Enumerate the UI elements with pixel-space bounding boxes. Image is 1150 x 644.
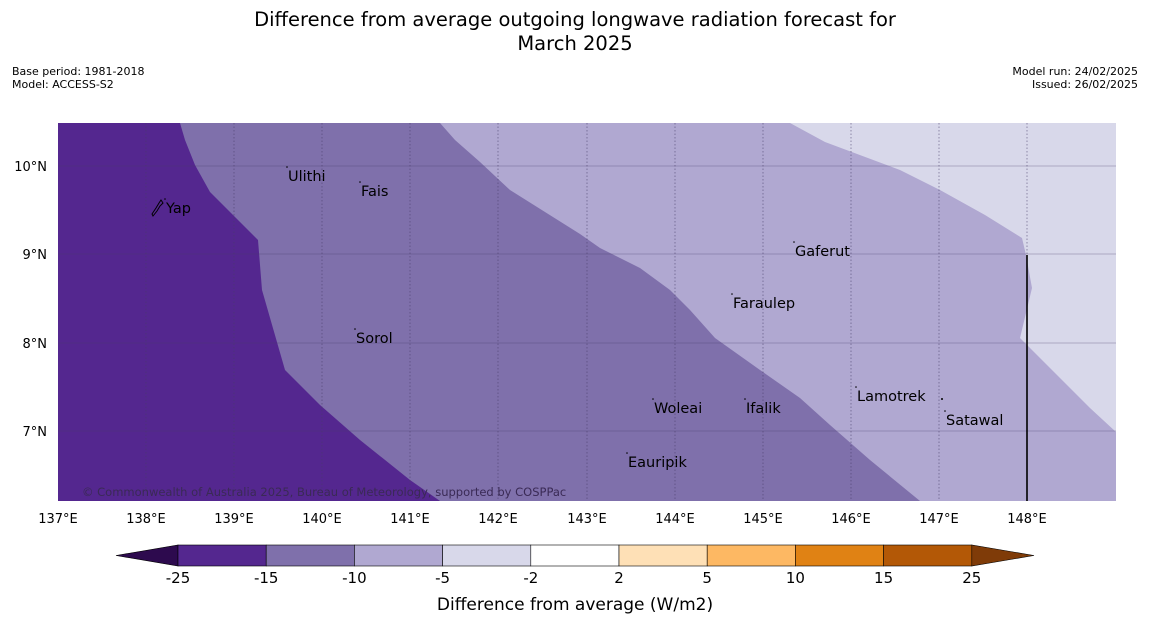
longitude-labels: 137°E 138°E 139°E 140°E 141°E 142°E 143°E 144°E… <box>38 512 1047 527</box>
colorbar-bin <box>177 544 267 567</box>
meta-left: Base period: 1981-2018 Model: ACCESS-S2 <box>12 65 144 91</box>
place-label-ulithi: Ulithi <box>288 169 326 185</box>
graticule <box>58 123 1116 501</box>
title-line-1: Difference from average outgoing longwav… <box>254 8 896 31</box>
copyright-notice: © Commonwealth of Australia 2025, Bureau… <box>82 485 566 499</box>
place-labels: Yap Ulithi Fais Gaferut Faraulep Sorol Lamotre… <box>164 166 1003 471</box>
place-marker <box>286 166 288 168</box>
place-label-faraulep: Faraulep <box>733 296 795 312</box>
longitude-label: 145°E <box>743 512 783 527</box>
meta-right: Model run: 24/02/2025 Issued: 26/02/2025 <box>1012 65 1138 91</box>
latitude-labels: 10°N 9°N 8°N 7°N <box>14 160 47 440</box>
longitude-label: 147°E <box>919 512 959 527</box>
colorbar-bin <box>530 544 620 567</box>
colorbar-bin <box>618 544 708 567</box>
colorbar-label: Difference from average (W/m2) <box>437 595 713 615</box>
colorbar-tick-label: 5 <box>702 569 712 587</box>
longitude-label: 143°E <box>567 512 607 527</box>
issued-date: Issued: 26/02/2025 <box>1031 78 1138 91</box>
longitude-label: 144°E <box>655 512 695 527</box>
place-marker <box>944 410 946 412</box>
chart-title: Difference from average outgoing longwav… <box>0 8 1150 56</box>
colorbar-tick-label: -25 <box>166 569 191 587</box>
band-minus25 <box>58 123 440 501</box>
colorbar-tick-label: -2 <box>523 569 538 587</box>
place-marker <box>164 198 166 200</box>
colorbar-bin <box>706 544 796 567</box>
colorbar-bin <box>442 544 532 567</box>
colorbar-bin <box>795 544 884 567</box>
place-label-lamotrek: Lamotrek <box>857 389 926 405</box>
longitude-label: 142°E <box>478 512 518 527</box>
longitude-label: 140°E <box>302 512 342 527</box>
latitude-label: 7°N <box>23 425 48 440</box>
colorbar-tick-label: 15 <box>874 569 893 587</box>
longitude-label: 138°E <box>126 512 166 527</box>
place-label-sorol: Sorol <box>356 331 393 347</box>
place-marker <box>793 241 795 243</box>
colorbar: -25 -15 -10 -5 -2 2 5 10 15 25 <box>115 544 1035 587</box>
place-label-yap: Yap <box>165 201 191 217</box>
place-label-fais: Fais <box>361 184 388 200</box>
islet-marker <box>941 398 943 400</box>
place-marker <box>855 386 857 388</box>
place-label-woleai: Woleai <box>654 401 702 417</box>
place-marker <box>359 181 361 183</box>
colorbar-bin <box>354 544 443 567</box>
latitude-label: 9°N <box>23 248 48 263</box>
place-label-eauripik: Eauripik <box>628 455 687 471</box>
longitude-label: 146°E <box>831 512 871 527</box>
place-label-gaferut: Gaferut <box>795 244 850 260</box>
model-name: Model: ACCESS-S2 <box>12 78 114 91</box>
place-marker <box>731 293 733 295</box>
base-period: Base period: 1981-2018 <box>12 65 145 78</box>
longitude-label: 137°E <box>38 512 78 527</box>
colorbar-tick-label: 2 <box>614 569 624 587</box>
map-panel: Yap Ulithi Fais Gaferut Faraulep Sorol Lamotre… <box>58 123 1116 501</box>
colorbar-tick-label: -15 <box>254 569 279 587</box>
place-marker <box>744 398 746 400</box>
colorbar-extend-high <box>971 544 1035 567</box>
yap-island-outline <box>151 199 164 217</box>
place-marker <box>652 398 654 400</box>
title-line-2: March 2025 <box>517 32 633 55</box>
place-label-satawal: Satawal <box>946 413 1003 429</box>
latitude-label: 10°N <box>14 160 47 175</box>
longitude-label: 139°E <box>214 512 254 527</box>
colorbar-extend-low <box>115 544 179 567</box>
longitude-label: 148°E <box>1007 512 1047 527</box>
colorbar-tick-label: -5 <box>435 569 450 587</box>
place-marker <box>354 328 356 330</box>
model-run: Model run: 24/02/2025 <box>1012 65 1138 78</box>
latitude-label: 8°N <box>23 337 48 352</box>
colorbar-bin <box>883 544 973 567</box>
place-marker <box>626 452 628 454</box>
place-label-ifalik: Ifalik <box>746 401 781 417</box>
colorbar-tick-label: 10 <box>786 569 805 587</box>
colorbar-tick-label: -10 <box>342 569 367 587</box>
colorbar-tick-label: 25 <box>962 569 981 587</box>
longitude-label: 141°E <box>390 512 430 527</box>
colorbar-bin <box>265 544 355 567</box>
